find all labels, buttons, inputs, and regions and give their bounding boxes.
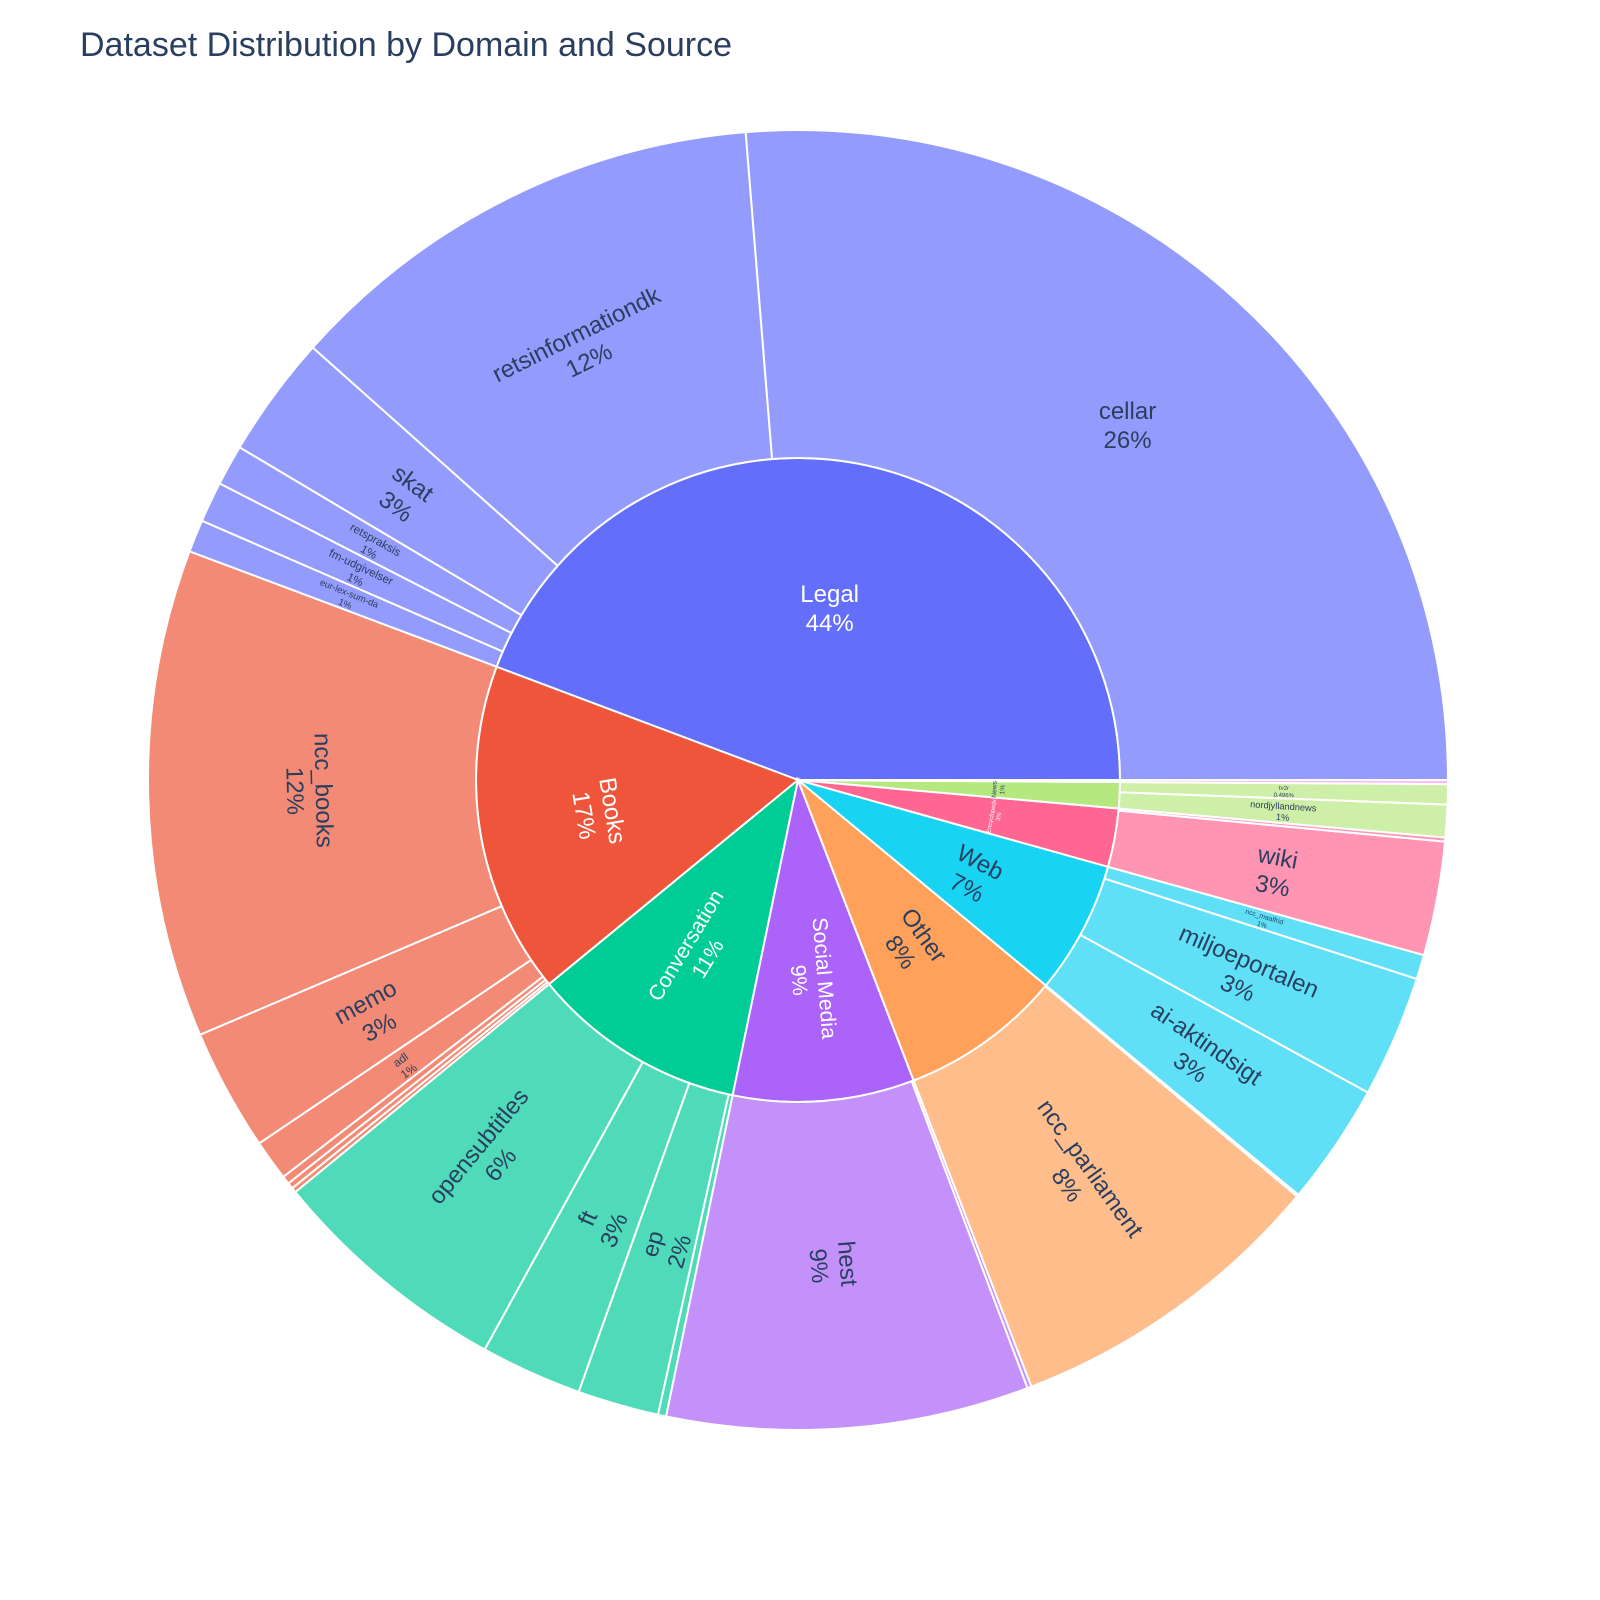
- source-label-tv2r: tv2r0.496%: [1274, 786, 1295, 800]
- chart-title: Dataset Distribution by Domain and Sourc…: [80, 26, 732, 64]
- source-slice-unlabeled-8-minor-0[interactable]: [1118, 779, 1450, 786]
- source-label-ep: ep2%: [635, 1224, 696, 1271]
- source-slice-retsinformationdk[interactable]: [311, 131, 774, 568]
- domain-label-legal: Legal 44%: [800, 581, 859, 637]
- source-slice-hest[interactable]: [664, 1079, 1029, 1431]
- source-label-hest: hest9%: [803, 1240, 862, 1290]
- domain-label-news: News1%: [991, 780, 1007, 798]
- source-slice-cellar[interactable]: [744, 129, 1450, 781]
- source-label-nordjyllandnews: nordjyllandnews1%: [1249, 799, 1317, 824]
- domain-label-other: Other8%: [872, 903, 952, 984]
- source-slice-ncc-books[interactable]: [147, 550, 504, 1037]
- source-label-ncc-books: ncc_books12%: [280, 733, 338, 849]
- source-label-cellar: cellar 26%: [1099, 398, 1156, 454]
- source-slice-ncc-parliament[interactable]: [912, 984, 1299, 1388]
